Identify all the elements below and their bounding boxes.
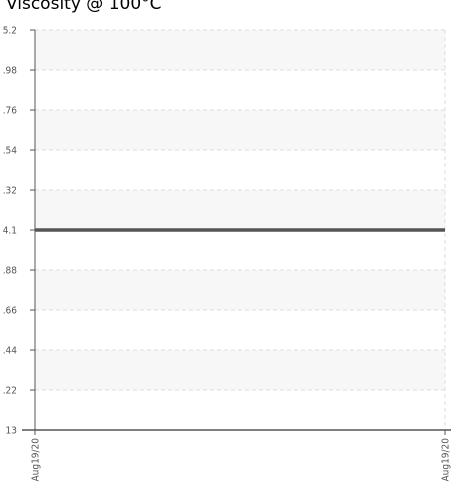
y-tick-label: .98 (3, 66, 18, 77)
background-band (35, 190, 445, 230)
x-tick-label: Aug19/20 (31, 438, 42, 482)
background-band (35, 30, 445, 70)
background-band (35, 110, 445, 150)
y-tick-label: .54 (3, 146, 18, 157)
x-axis-ticks: Aug19/20 Aug19/20 (31, 430, 452, 482)
y-tick-label: 13 (6, 426, 17, 437)
x-tick-label: Aug19/20 (441, 438, 452, 482)
y-tick-label: 4.1 (3, 226, 17, 237)
background-bands (35, 30, 445, 390)
y-tick-label: .32 (3, 186, 17, 197)
background-band (35, 350, 445, 390)
chart-title: Viscosity @ 100°C (6, 0, 162, 14)
y-tick-label: .66 (3, 306, 18, 317)
y-tick-label: .44 (3, 346, 18, 357)
y-tick-label: 5.2 (3, 26, 17, 37)
y-axis-ticks: 13 .22 .44 .66 .88 4.1 .32 .54 .76 .98 5.2 (3, 26, 35, 437)
y-tick-label: .88 (3, 266, 18, 277)
y-tick-label: .22 (3, 386, 17, 397)
y-tick-label: .76 (3, 106, 18, 117)
background-band (35, 270, 445, 310)
